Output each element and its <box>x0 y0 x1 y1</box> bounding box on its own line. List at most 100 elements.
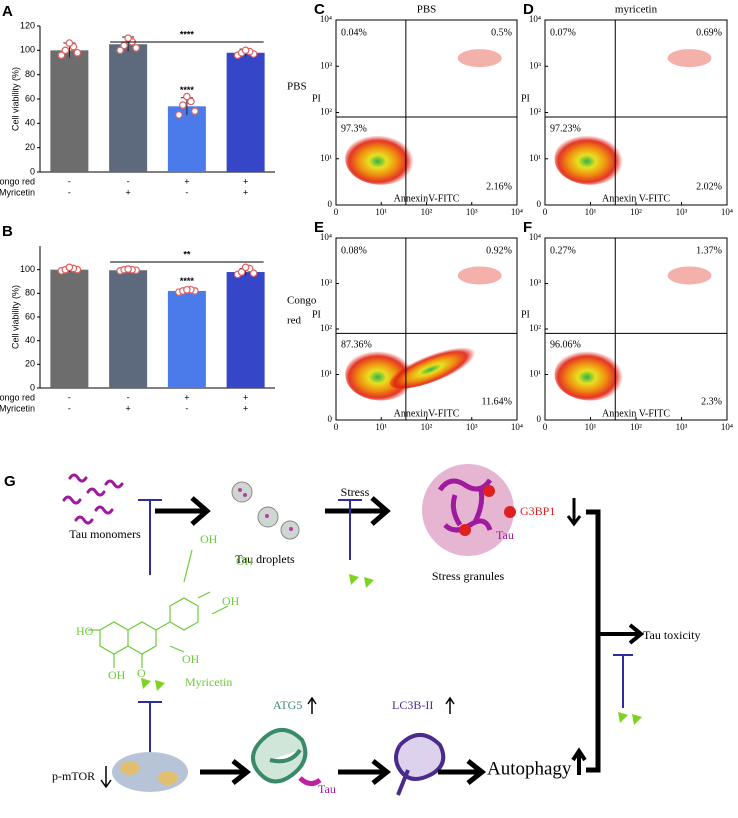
label: Tau <box>496 528 514 542</box>
y-tick-label: 10¹ <box>320 153 332 163</box>
tau-network <box>437 478 493 533</box>
label: Tau monomers <box>69 527 141 541</box>
label: Tau droplets <box>235 552 295 566</box>
structure-label: OH <box>182 652 200 666</box>
x-tick-label: 10² <box>421 422 433 432</box>
up-arrow <box>571 747 587 775</box>
y-tick-label: 10² <box>320 323 332 333</box>
y-axis-label: Cell viability (%) <box>10 67 20 131</box>
x-tick-label: 10⁴ <box>511 207 523 217</box>
treatment-name: Congo red <box>0 176 35 186</box>
x-tick-label: 0 <box>334 207 339 217</box>
quadrant-percent: 0.08% <box>341 245 367 256</box>
y-tick-label: 10¹ <box>320 369 332 379</box>
x-tick-label: 10¹ <box>585 207 597 217</box>
structure-label: OH <box>200 532 218 546</box>
treatment-sign: + <box>243 176 248 186</box>
y-tick-label: 10³ <box>320 60 332 70</box>
treatment-sign: - <box>127 392 130 402</box>
data-point <box>116 46 124 55</box>
quadrant-percent: 0.04% <box>341 27 367 38</box>
side-label: Congo <box>287 295 317 307</box>
label: G3BP1 <box>520 504 555 518</box>
data-point <box>61 46 70 55</box>
x-tick-label: 10¹ <box>375 207 387 217</box>
treatment-sign: + <box>243 392 248 402</box>
quadrant-percent: 0.69% <box>696 27 722 38</box>
x-tick-label: 10² <box>630 422 642 432</box>
data-point <box>249 269 258 278</box>
quadrant-percent: 1.37% <box>696 245 722 256</box>
panel-letter: A <box>2 3 13 20</box>
x-tick-label: 10¹ <box>585 422 597 432</box>
y-tick-label: 10⁴ <box>320 14 332 24</box>
label: Stress <box>341 485 370 499</box>
structure-label: OH <box>236 554 254 568</box>
tau-fragment <box>298 776 322 786</box>
x-tick-label: 10⁴ <box>721 422 733 432</box>
data-point <box>187 97 195 106</box>
arrow <box>325 496 391 526</box>
y-tick-label: 100 <box>20 264 35 274</box>
label: ATG5 <box>273 698 302 712</box>
quadrant-percent: 11.64% <box>482 396 512 407</box>
label: Tau toxicity <box>643 628 700 642</box>
arrow <box>338 759 392 785</box>
y-tick-label: 10² <box>320 107 332 117</box>
significance: ** <box>183 249 191 259</box>
structure-label: OH <box>222 594 240 608</box>
quadrant-percent: 2.3% <box>701 396 722 407</box>
quadrant-percent: 0.07% <box>550 27 576 38</box>
quadrant-percent: 0.5% <box>491 27 512 38</box>
x-axis-label: AnnexinV-FITC <box>394 193 460 204</box>
arrow <box>598 623 645 645</box>
structure-label: HO <box>76 624 94 638</box>
myricetin-icon <box>349 574 374 588</box>
x-tick-label: 10² <box>630 207 642 217</box>
data-point <box>191 107 199 115</box>
y-tick-label: 120 <box>20 20 35 30</box>
myricetin-icon <box>618 712 642 725</box>
label: Stress granules <box>432 569 505 583</box>
y-tick-label: 60 <box>25 93 35 103</box>
x-tick-label: 10³ <box>676 207 688 217</box>
x-axis-label: AnnexinV-FITC <box>394 408 460 419</box>
quadrant-percent: 0.27% <box>550 245 576 256</box>
g3bp1-dots <box>459 485 516 536</box>
y-tick-label: 0 <box>328 414 333 424</box>
y-tick-label: 80 <box>25 69 35 79</box>
y-tick-label: 0 <box>537 414 542 424</box>
arrow <box>155 496 211 526</box>
x-tick-label: 10¹ <box>375 422 387 432</box>
y-tick-label: 10³ <box>529 278 541 288</box>
data-point <box>183 92 191 101</box>
y-tick-label: 10² <box>529 107 541 117</box>
treatment-name: Myricetin <box>0 403 35 413</box>
label: Autophagy <box>487 758 572 779</box>
y-tick-label: 100 <box>20 45 35 55</box>
data-point <box>124 265 132 273</box>
down-arrow <box>100 766 112 789</box>
quadrant-percent: 97.23% <box>550 123 581 134</box>
panel-letter: D <box>523 1 534 18</box>
y-tick-label: 0 <box>30 382 35 392</box>
panel-letter: C <box>314 1 325 18</box>
y-tick-label: 40 <box>25 335 35 345</box>
density-cloud <box>554 348 627 401</box>
inhibition <box>138 499 162 575</box>
data-point <box>241 263 250 272</box>
y-axis-label: Cell viability (%) <box>10 285 20 349</box>
treatment-sign: - <box>185 187 188 197</box>
bar <box>167 106 206 172</box>
label: Myricetin <box>185 675 232 689</box>
y-tick-label: 10¹ <box>529 153 541 163</box>
treatment-name: Congo red <box>0 392 35 402</box>
mtor-structure <box>112 752 188 792</box>
density-cloud <box>554 132 627 185</box>
panel-letter: B <box>2 223 13 240</box>
bar <box>50 50 89 173</box>
granule <box>422 464 514 556</box>
y-tick-label: 0 <box>30 166 35 176</box>
y-tick-label: 10³ <box>529 60 541 70</box>
